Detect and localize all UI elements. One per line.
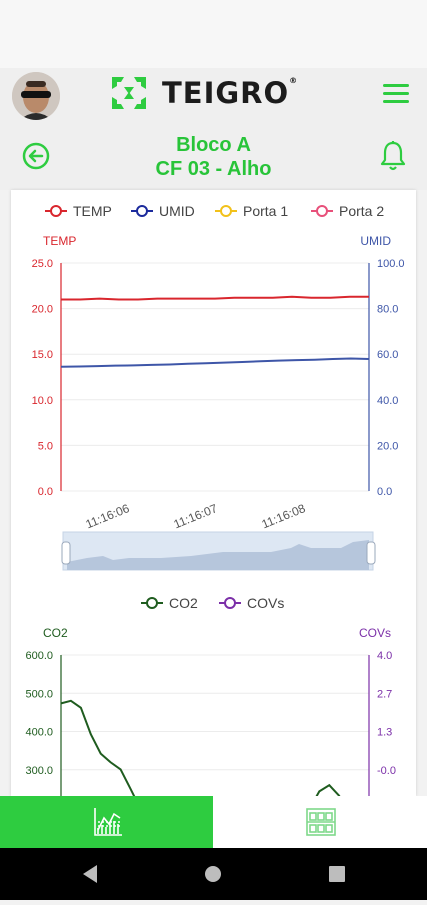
- y-left-axis-label: TEMP: [43, 234, 76, 248]
- y-left-tick-label: 10.0: [32, 395, 53, 407]
- bottom-tab-bar: [0, 796, 427, 848]
- series-line-umid: [60, 357, 370, 368]
- x-tick-label: 11:16:07: [172, 501, 220, 531]
- android-nav-bar: [0, 848, 427, 900]
- temp-umid-chart[interactable]: TEMP UMID Porta 1 Porta 2 TEMP UMID 25.0 100.0 2…: [11, 190, 416, 590]
- legend-label: Porta 1: [243, 203, 288, 219]
- y-left-tick-label: 600.0: [25, 650, 53, 662]
- app-header: [0, 68, 427, 190]
- y-right-axis-label: UMID: [360, 234, 391, 248]
- y-left-tick-label: 500.0: [25, 688, 53, 700]
- legend-label: UMID: [159, 203, 195, 219]
- y-right-tick-label: 1.3: [377, 727, 392, 739]
- block-title: Bloco A: [176, 134, 251, 156]
- status-bar: [0, 0, 427, 68]
- nav-back-icon[interactable]: [83, 865, 97, 883]
- series-line-co2: [60, 699, 341, 796]
- y-right-tick-label: 60.0: [377, 349, 398, 361]
- y-left-axis-label: CO2: [43, 626, 68, 640]
- y-left-tick-label: 25.0: [32, 258, 53, 270]
- teigro-logo-mark-icon: [112, 77, 146, 109]
- legend-label: TEMP: [73, 203, 112, 219]
- legend-marker: [136, 205, 148, 217]
- legend-label: Porta 2: [339, 203, 384, 219]
- bell-icon[interactable]: [378, 140, 408, 172]
- teigro-logo: TEIGRO®: [108, 73, 298, 113]
- y-right-tick-label: 100.0: [377, 258, 405, 270]
- y-right-tick-label: 80.0: [377, 304, 398, 316]
- nav-home-icon[interactable]: [205, 866, 221, 882]
- legend-marker: [50, 205, 62, 217]
- legend-marker: [316, 205, 328, 217]
- y-left-tick-label: 400.0: [25, 727, 53, 739]
- y-left-tick-label: 0.0: [38, 486, 53, 498]
- y-left-tick-label: 5.0: [38, 440, 53, 452]
- storage-rack-icon[interactable]: [305, 806, 337, 843]
- y-right-tick-label: 0.0: [377, 486, 392, 498]
- charts-panel[interactable]: TEMP UMID Porta 1 Porta 2 TEMP UMID 25.0 100.0 2…: [11, 190, 416, 796]
- chart-icon[interactable]: [92, 806, 124, 843]
- x-tick-label: 11:16:06: [84, 501, 132, 531]
- y-right-tick-label: -0.0: [377, 765, 396, 777]
- x-tick-label: 11:16:08: [260, 501, 308, 531]
- range-handle-right: [366, 541, 376, 565]
- chamber-title: CF 03 - Alho: [155, 158, 272, 180]
- logo-text: TEIGRO®: [162, 76, 299, 110]
- y-left-tick-label: 15.0: [32, 349, 53, 361]
- y-right-tick-label: 40.0: [377, 395, 398, 407]
- arrow-left-circle-icon[interactable]: [22, 142, 50, 170]
- y-right-tick-label: 20.0: [377, 440, 398, 452]
- user-avatar[interactable]: [12, 72, 60, 120]
- legend-label: COVs: [247, 595, 284, 611]
- legend-marker: [224, 597, 236, 609]
- nav-recents-icon[interactable]: [329, 866, 345, 882]
- y-left-tick-label: 20.0: [32, 304, 53, 316]
- range-navigator-area: [67, 540, 369, 570]
- y-right-axis-label: COVs: [359, 626, 391, 640]
- series-line-temp: [61, 295, 369, 301]
- co2-covs-chart[interactable]: CO2 COVs CO2 COVs 600.0 4.0 500.0 2.7 400.0 1.3 30…: [11, 590, 416, 796]
- hamburger-menu-icon[interactable]: [383, 84, 411, 106]
- range-handle-left: [61, 541, 71, 565]
- y-right-tick-label: 4.0: [377, 650, 392, 662]
- y-left-tick-label: 300.0: [25, 765, 53, 777]
- legend-marker: [146, 597, 158, 609]
- y-right-tick-label: 2.7: [377, 688, 392, 700]
- legend-marker: [220, 205, 232, 217]
- avatar-image: [12, 72, 60, 120]
- legend-label: CO2: [169, 595, 198, 611]
